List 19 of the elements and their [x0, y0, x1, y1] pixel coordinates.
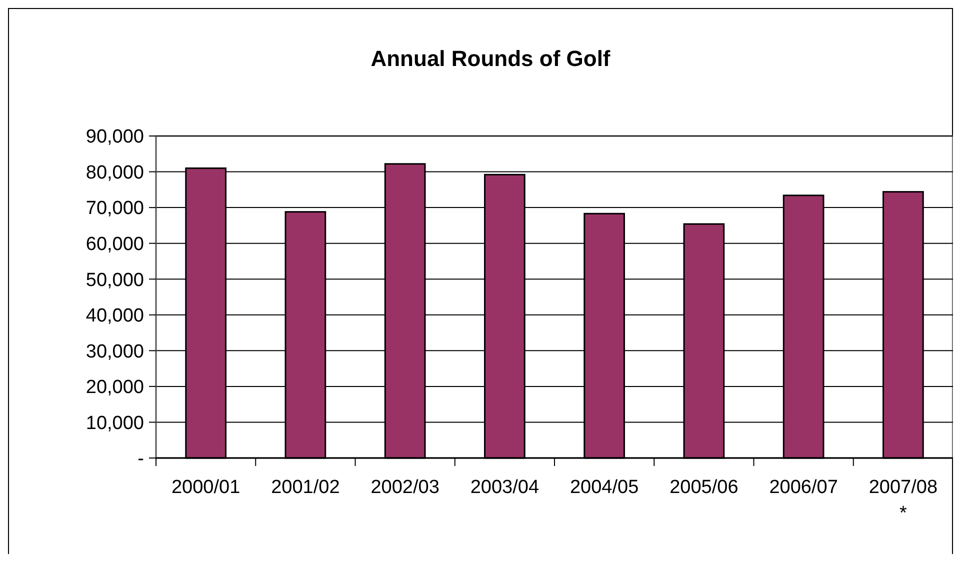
chart-title: Annual Rounds of Golf [370, 46, 611, 71]
y-tick-label: 30,000 [86, 341, 144, 362]
y-tick-label: 20,000 [86, 377, 144, 398]
x-tick-label: 2004/05 [570, 477, 639, 498]
x-tick-label: 2006/07 [769, 477, 838, 498]
y-tick-label: 50,000 [86, 270, 144, 291]
x-tick-label: 2001/02 [271, 477, 340, 498]
x-tick-label: 2002/03 [370, 477, 440, 498]
y-tick-label: 80,000 [86, 162, 144, 184]
x-tick-label: 2007/08 * [868, 477, 938, 524]
y-tick-label: 10,000 [86, 412, 144, 434]
x-tick-label: 2003/04 [470, 477, 540, 498]
x-tick-label: 2005/06 [670, 477, 738, 498]
y-tick-label: 40,000 [86, 306, 144, 327]
y-tick-label: - [138, 448, 144, 470]
y-tick-label: 70,000 [86, 198, 144, 220]
y-tick-label: 60,000 [86, 234, 144, 255]
x-tick-label: 2000/01 [171, 477, 240, 498]
y-tick-label: 90,000 [86, 126, 144, 148]
